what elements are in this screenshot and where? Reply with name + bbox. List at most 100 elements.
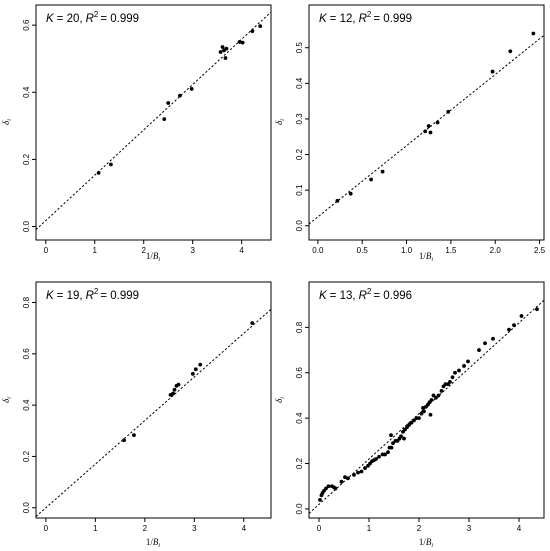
x-tick-label: 2.0 <box>490 246 502 255</box>
k-value: = 12, <box>330 13 356 25</box>
x-tick-label: 2.5 <box>534 246 546 255</box>
data-point <box>171 391 175 396</box>
data-point <box>457 368 461 373</box>
y-tick-label: 0.0 <box>22 502 31 514</box>
data-point <box>436 393 441 398</box>
data-point <box>237 40 242 44</box>
panel-title: K = 12, R2 = 0.999 <box>319 10 412 25</box>
x-tick-label: 4 <box>242 524 247 533</box>
data-point <box>519 314 524 318</box>
x-tick-label: 0 <box>44 524 49 533</box>
y-tick-label: 0.2 <box>22 450 31 462</box>
data-point <box>189 87 194 91</box>
data-point <box>318 497 322 502</box>
data-point <box>412 418 416 423</box>
y-tick-label: 0.5 <box>295 42 304 54</box>
fit-line <box>35 308 272 517</box>
data-point <box>324 486 328 491</box>
y-axis-ticks: 0.0 0.2 0.4 0.6 0.8 <box>22 296 36 513</box>
data-point <box>96 170 101 175</box>
y-tick-label: 0.0 <box>295 220 304 232</box>
k-label: K <box>46 290 55 302</box>
data-point <box>491 336 495 341</box>
x-tick-label: 4 <box>517 524 522 533</box>
k-label: K <box>319 13 328 25</box>
x-tick-label: 1 <box>93 524 98 533</box>
data-point <box>132 433 136 438</box>
r-value: = 0.999 <box>100 290 139 302</box>
data-point <box>483 341 487 346</box>
y-tick-label: 0.8 <box>295 321 304 333</box>
y-tick-label: 0.4 <box>295 77 304 89</box>
x-tick-label: 2 <box>143 524 148 533</box>
data-point <box>423 129 428 134</box>
data-point <box>377 454 381 459</box>
y-tick-label: 0.4 <box>22 399 31 411</box>
x-tick-label: 3 <box>190 246 195 255</box>
y-tick-label: 0.6 <box>22 19 31 31</box>
y-tick-label: 0.4 <box>22 86 31 98</box>
data-point <box>224 46 229 51</box>
data-point <box>409 420 414 425</box>
data-point <box>477 348 481 352</box>
panel-title: K = 19, R2 = 0.999 <box>46 287 139 302</box>
r-exponent: 2 <box>94 10 99 19</box>
y-tick-label: 0.4 <box>295 412 304 424</box>
data-point <box>507 327 511 332</box>
data-points <box>318 307 539 502</box>
r-label: R <box>359 13 367 25</box>
r-exponent: 2 <box>94 287 99 296</box>
data-point <box>220 45 225 49</box>
data-point <box>250 29 255 34</box>
y-tick-label: 0.0 <box>22 220 31 232</box>
data-point <box>346 476 350 481</box>
data-point <box>419 411 424 416</box>
x-axis-label: 1/Bi <box>146 537 161 549</box>
x-tick-label: 2 <box>417 524 422 533</box>
x-tick-label: 0.0 <box>312 246 324 255</box>
x-axis-ticks: 0.0 0.5 1.0 1.5 2.0 2.5 <box>312 240 546 255</box>
data-point <box>399 434 403 439</box>
fit-line-group <box>35 308 272 517</box>
data-point <box>508 49 513 54</box>
data-point <box>359 469 364 474</box>
data-point <box>407 423 411 427</box>
data-point <box>426 124 431 128</box>
data-point <box>391 441 395 446</box>
data-point <box>535 307 539 312</box>
data-point <box>428 412 433 417</box>
y-tick-label: 0.1 <box>295 184 304 196</box>
y-axis-ticks: 0.0 0.2 0.4 0.6 0.8 <box>295 321 309 514</box>
plot-frame <box>308 4 545 241</box>
x-axis-label: 1/Bi <box>419 537 434 549</box>
data-point <box>258 24 263 29</box>
data-point <box>448 379 452 384</box>
data-point <box>374 457 378 461</box>
data-point <box>446 109 451 114</box>
y-axis-ticks: 0.0 0.2 0.4 0.6 <box>22 19 36 232</box>
data-point <box>348 191 353 196</box>
data-points <box>122 321 255 443</box>
data-point <box>417 416 421 421</box>
data-point <box>356 470 360 475</box>
data-point <box>332 485 336 490</box>
data-point <box>439 389 444 393</box>
panel-2: 0.0 0.5 1.0 1.5 2.0 2.5 0.00.10.20.30.40.5 K =… <box>274 4 546 263</box>
y-tick-label: 0.2 <box>295 457 304 469</box>
data-point <box>462 364 466 368</box>
data-point <box>162 117 167 122</box>
data-point <box>434 395 438 400</box>
data-point <box>172 387 177 392</box>
r-exponent: 2 <box>367 10 372 19</box>
data-point <box>422 409 426 414</box>
x-tick-label: 4 <box>239 246 244 255</box>
data-point <box>386 450 390 455</box>
x-tick-label: 0.5 <box>357 246 369 255</box>
x-tick-label: 0 <box>317 524 322 533</box>
y-axis-label: δi <box>274 397 286 403</box>
data-points <box>335 31 536 203</box>
k-value: = 19, <box>57 290 83 302</box>
